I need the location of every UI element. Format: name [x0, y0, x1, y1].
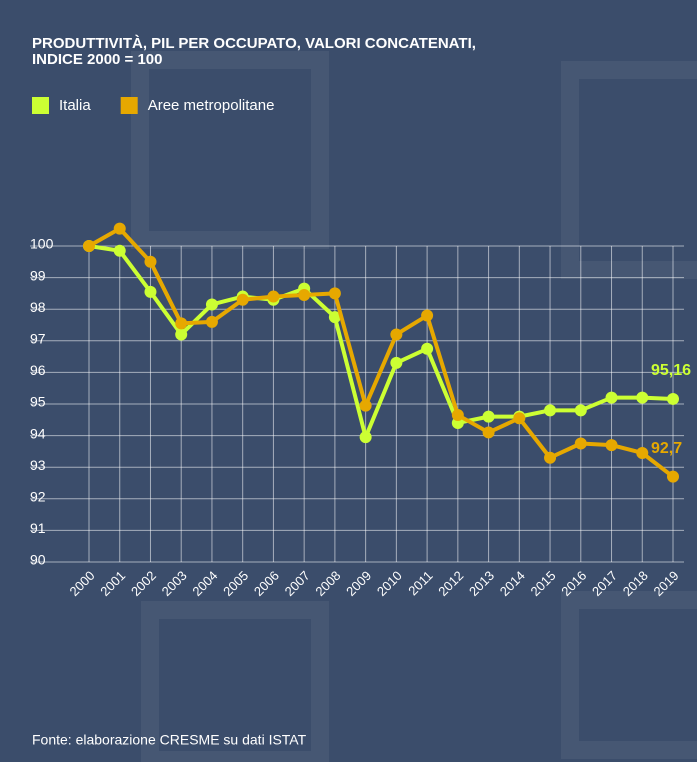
data-point — [574, 437, 587, 450]
data-point — [175, 317, 188, 330]
data-point — [605, 391, 618, 404]
data-point — [605, 439, 618, 452]
data-point — [544, 451, 557, 464]
data-point — [636, 446, 649, 459]
legend-swatch — [120, 97, 138, 114]
data-point — [205, 298, 218, 311]
y-tick-label: 95 — [30, 394, 46, 410]
data-point — [513, 412, 526, 425]
data-label: 92,7 — [651, 440, 682, 457]
y-tick-label: 94 — [30, 425, 46, 441]
data-point — [328, 287, 341, 300]
data-point — [667, 470, 679, 483]
y-tick-label: 100 — [30, 236, 54, 252]
data-label: 95,16 — [651, 362, 691, 379]
y-tick-label: 99 — [30, 267, 46, 283]
data-point — [328, 311, 341, 324]
data-point — [421, 309, 434, 322]
data-point — [83, 240, 95, 252]
watermark — [131, 51, 697, 762]
y-tick-label: 91 — [30, 520, 46, 536]
data-point — [144, 255, 157, 268]
chart-subtitle: INDICE 2000 = 100 — [32, 51, 163, 68]
legend-label: Aree metropolitane — [148, 97, 275, 114]
data-point — [390, 328, 403, 341]
data-point — [298, 288, 311, 301]
data-point — [144, 285, 157, 298]
y-tick-label: 97 — [30, 331, 46, 347]
data-point — [574, 404, 587, 417]
y-tick-label: 96 — [30, 362, 46, 378]
source: Fonte: elaborazione CRESME su dati ISTAT — [32, 732, 307, 748]
data-point — [482, 426, 495, 439]
data-point — [390, 356, 403, 369]
data-point — [267, 290, 280, 303]
data-point — [236, 293, 249, 306]
data-point — [175, 328, 188, 341]
data-point — [667, 392, 679, 405]
y-tick-label: 92 — [30, 489, 46, 505]
data-point — [205, 315, 218, 328]
y-tick-label: 98 — [30, 299, 46, 315]
data-point — [482, 410, 495, 423]
y-tick-label: 90 — [30, 552, 46, 568]
y-tick-label: 93 — [30, 457, 46, 473]
legend-swatch — [32, 97, 49, 114]
data-point — [359, 399, 372, 412]
data-point — [451, 409, 464, 422]
data-point — [421, 342, 434, 355]
data-point — [113, 222, 126, 235]
legend-label: Italia — [59, 97, 91, 114]
data-point — [359, 431, 372, 444]
data-point — [544, 404, 557, 417]
data-point — [636, 391, 649, 404]
chart-title: PRODUTTIVITÀ, PIL PER OCCUPATO, VALORI C… — [32, 35, 476, 52]
data-point — [113, 244, 126, 257]
